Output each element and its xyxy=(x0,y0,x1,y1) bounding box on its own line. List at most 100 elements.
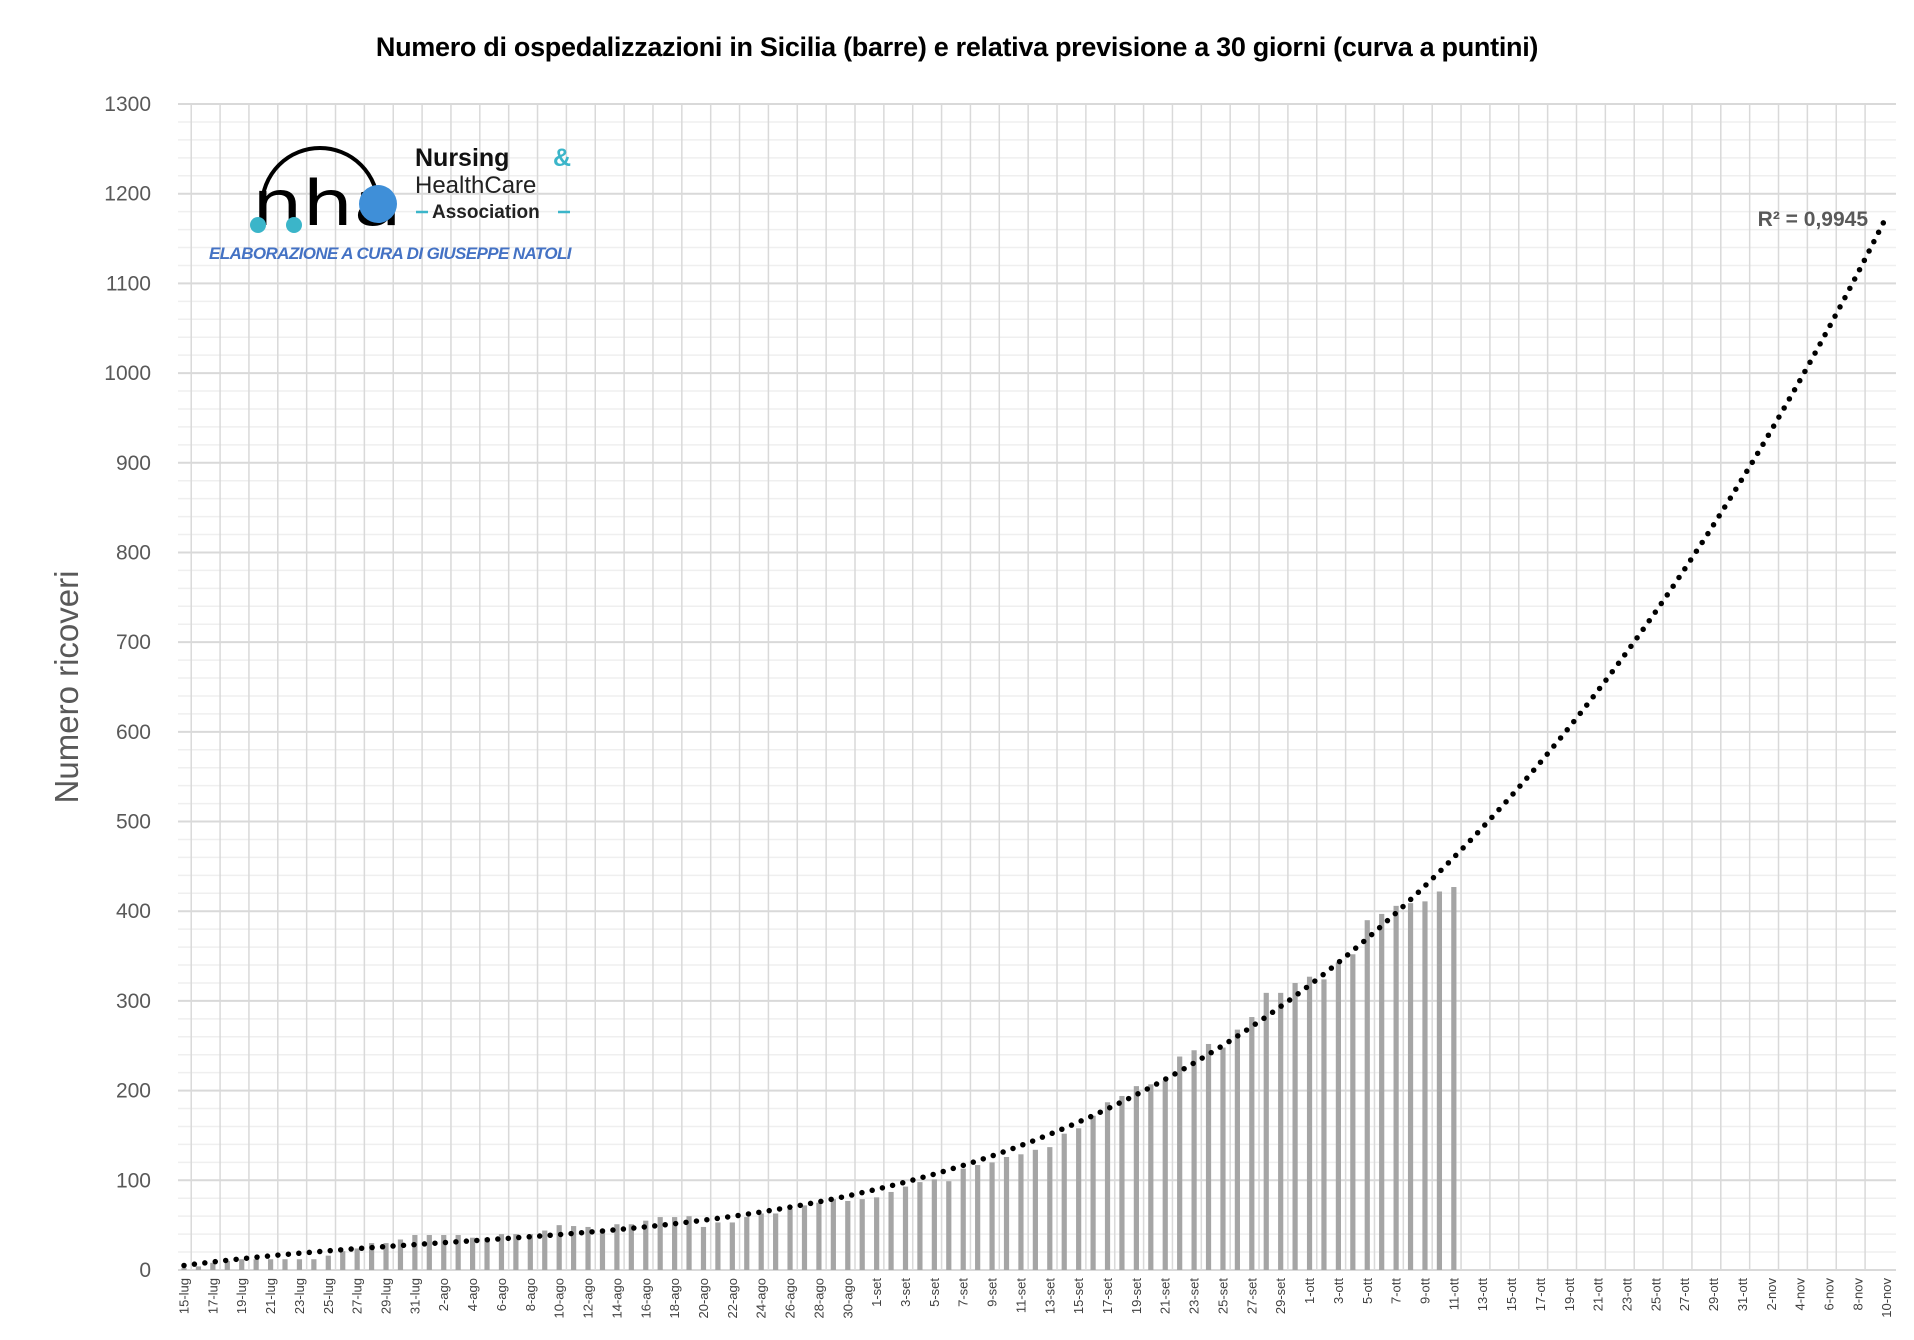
x-tick-label: 5-ott xyxy=(1360,1278,1375,1304)
bar xyxy=(1335,962,1341,1270)
r-squared-label: R² = 0,9945 xyxy=(1758,208,1869,231)
x-tick-label: 4-ago xyxy=(465,1278,480,1311)
x-tick-label: 29-set xyxy=(1273,1278,1288,1315)
x-tick-label: 5-set xyxy=(927,1278,942,1307)
bar xyxy=(296,1259,303,1270)
x-tick-label: 29-ott xyxy=(1706,1278,1721,1312)
x-tick-label: 30-ago xyxy=(840,1278,855,1318)
x-tick-label: 27-lug xyxy=(350,1278,365,1314)
bar xyxy=(1379,913,1385,1270)
x-ticks: 15-lug 17-lug 19-lug 21-lug 23-lug 25-lug 27-l… xyxy=(177,1278,1895,1319)
x-tick-label: 10-ago xyxy=(552,1278,567,1318)
x-tick-label: 11-set xyxy=(1013,1278,1028,1314)
x-tick-label: 6-ago xyxy=(494,1278,509,1311)
bar xyxy=(1061,1133,1067,1270)
logo-ampersand: & xyxy=(553,144,571,172)
bar xyxy=(1407,903,1414,1270)
bar xyxy=(195,1266,202,1270)
bar xyxy=(1076,1128,1082,1270)
bar xyxy=(1393,905,1399,1270)
x-tick-label: 25-lug xyxy=(321,1278,336,1314)
y-tick-label: 300 xyxy=(116,990,151,1013)
bar xyxy=(325,1255,331,1270)
bar xyxy=(542,1230,548,1270)
x-tick-label: 8-nov xyxy=(1850,1278,1865,1311)
bar xyxy=(599,1230,606,1270)
bar xyxy=(470,1237,476,1270)
bar xyxy=(354,1248,360,1270)
bar xyxy=(830,1199,836,1270)
x-tick-label: 27-ott xyxy=(1677,1278,1692,1312)
bar xyxy=(1278,992,1284,1270)
bar xyxy=(239,1259,245,1270)
x-tick-label: 10-nov xyxy=(1879,1278,1894,1318)
bar xyxy=(729,1222,735,1270)
x-tick-label: 2-ago xyxy=(436,1278,451,1311)
y-tick-label: 1100 xyxy=(106,272,151,295)
bar xyxy=(614,1224,620,1270)
x-tick-label: 24-ago xyxy=(754,1278,769,1318)
x-tick-label: 15-set xyxy=(1071,1278,1086,1315)
x-tick-label: 17-set xyxy=(1100,1278,1115,1315)
bar xyxy=(787,1209,793,1270)
bar xyxy=(1436,891,1443,1270)
bar xyxy=(931,1179,937,1270)
y-axis-title: Numero ricoveri xyxy=(48,571,85,804)
bar xyxy=(801,1205,808,1270)
bar xyxy=(498,1234,505,1270)
x-tick-label: 23-lug xyxy=(292,1278,307,1314)
bar xyxy=(426,1235,432,1270)
bar xyxy=(181,1268,187,1270)
bar xyxy=(1162,1080,1168,1270)
x-tick-label: 21-set xyxy=(1158,1278,1173,1315)
grid xyxy=(178,103,1896,1271)
bar xyxy=(1364,920,1370,1270)
bar xyxy=(628,1224,634,1270)
bar xyxy=(902,1186,909,1270)
bar xyxy=(960,1168,966,1270)
bar xyxy=(1249,1017,1255,1270)
bar xyxy=(383,1243,389,1270)
bar xyxy=(989,1162,995,1270)
bar xyxy=(1263,992,1269,1270)
x-tick-label: 9-set xyxy=(985,1278,1000,1307)
bar xyxy=(975,1165,981,1270)
x-tick-label: 7-set xyxy=(956,1278,971,1307)
logo-nursing: Nursing xyxy=(415,144,509,172)
bar xyxy=(874,1197,880,1270)
x-tick-label: 28-ago xyxy=(811,1278,826,1318)
bar xyxy=(715,1222,721,1270)
y-tick-label: 400 xyxy=(116,900,151,923)
logo-association: Association xyxy=(432,202,540,223)
bar xyxy=(1119,1095,1125,1270)
y-tick-label: 1300 xyxy=(104,93,151,116)
bar xyxy=(1234,1029,1240,1270)
x-tick-label: 23-set xyxy=(1187,1278,1202,1315)
x-tick-label: 22-ago xyxy=(725,1278,740,1318)
bars xyxy=(181,887,1457,1270)
y-tick-label: 500 xyxy=(116,811,151,834)
bar xyxy=(1191,1050,1197,1270)
nha-logo: nha Nursing & HealthCare Association xyxy=(250,144,571,240)
bar xyxy=(412,1235,418,1270)
bar xyxy=(845,1200,851,1270)
chart-title: Numero di ospedalizzazioni in Sicilia (b… xyxy=(375,32,1539,62)
logo-dot-2 xyxy=(286,217,302,233)
bar xyxy=(888,1191,894,1270)
x-tick-label: 17-lug xyxy=(205,1278,220,1314)
x-tick-label: 19-ott xyxy=(1562,1278,1577,1312)
x-tick-label: 21-ott xyxy=(1591,1278,1606,1312)
bar xyxy=(1350,954,1356,1270)
x-tick-label: 19-lug xyxy=(234,1278,249,1314)
bar xyxy=(513,1234,519,1270)
x-tick-label: 26-ago xyxy=(783,1278,798,1318)
bar xyxy=(368,1243,375,1270)
x-tick-label: 21-lug xyxy=(263,1278,278,1314)
credit-text: ELABORAZIONE A CURA DI GIUSEPPE NATOLI xyxy=(209,244,572,263)
bar xyxy=(917,1182,923,1270)
x-tick-label: 4-nov xyxy=(1793,1278,1808,1311)
bar xyxy=(1321,979,1327,1270)
x-tick-label: 11-ott xyxy=(1446,1278,1461,1311)
bar xyxy=(311,1259,317,1270)
